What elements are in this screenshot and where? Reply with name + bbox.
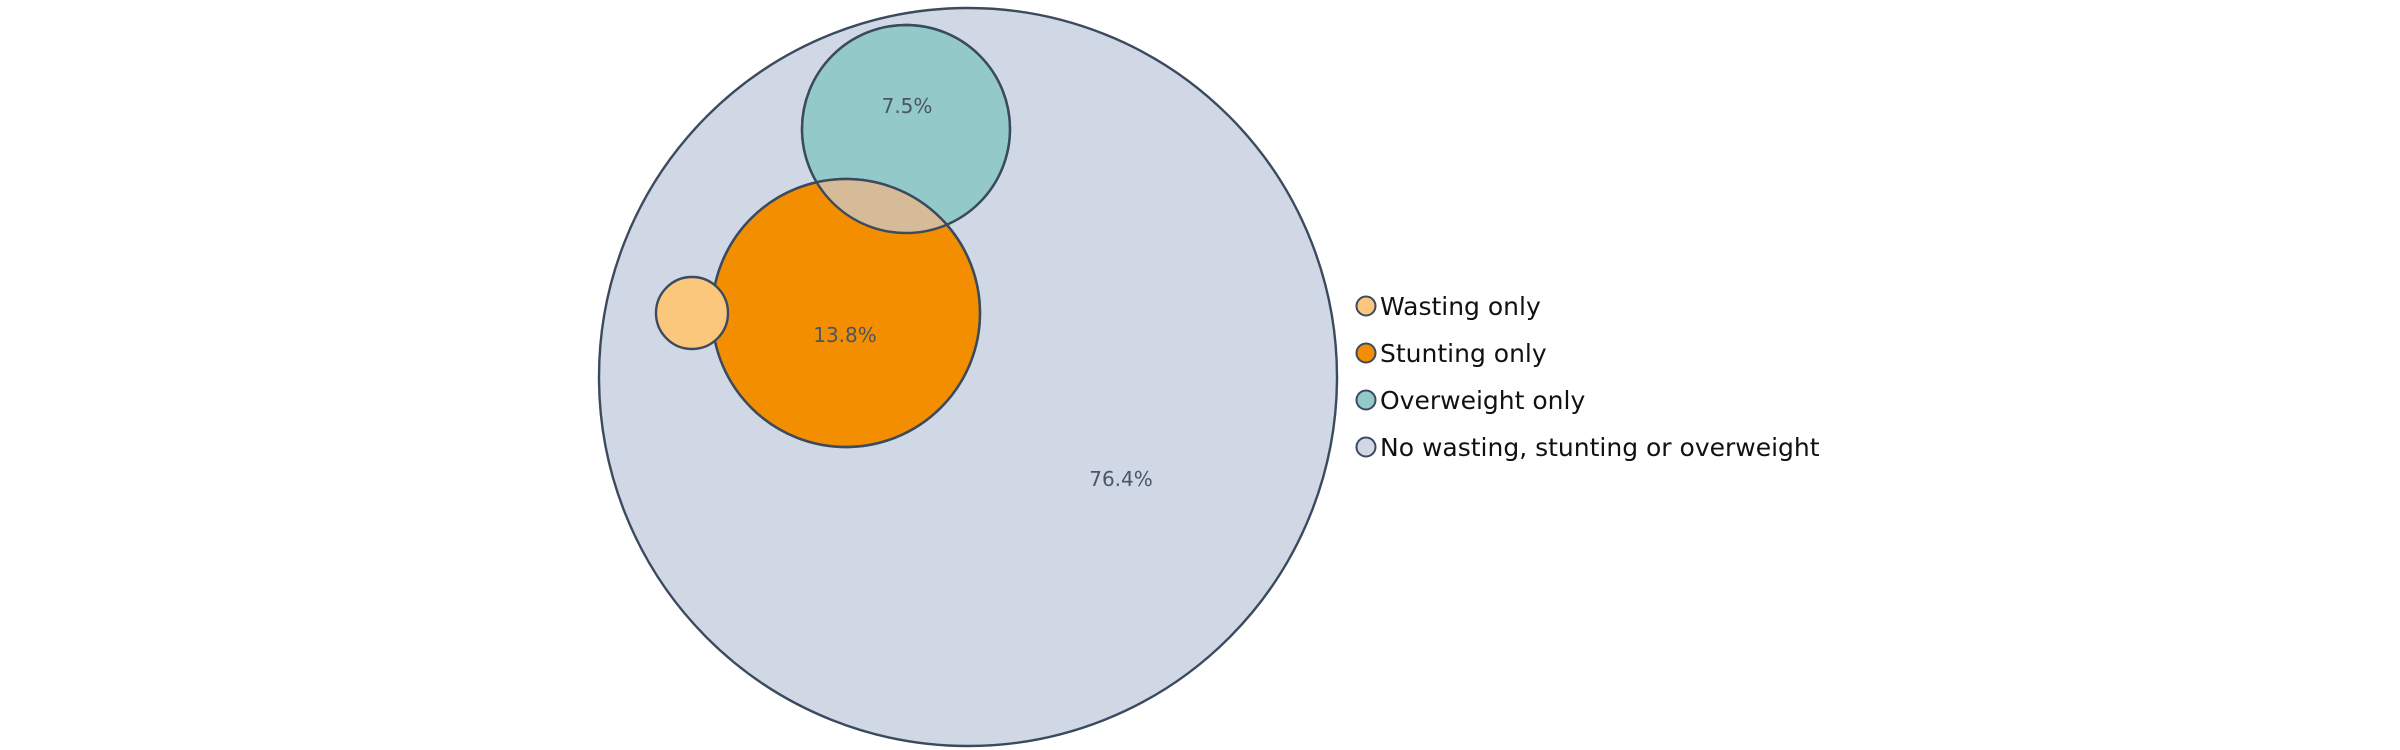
legend-swatch-overweight — [1355, 389, 1377, 411]
legend-item-overweight: Overweight only — [1355, 386, 1585, 415]
label-stunting: 13.8% — [813, 323, 877, 347]
circle-wasting — [654, 275, 730, 351]
legend-swatch-none — [1355, 436, 1377, 458]
circle-none — [597, 6, 1339, 748]
legend-swatch-stunting — [1355, 342, 1377, 364]
legend-swatch-wasting — [1355, 295, 1377, 317]
legend-label-none: No wasting, stunting or overweight — [1380, 433, 1820, 462]
legend: Wasting only Stunting only Overweight on… — [1355, 292, 1820, 462]
legend-label-wasting: Wasting only — [1380, 292, 1541, 321]
legend-label-overweight: Overweight only — [1380, 386, 1585, 415]
legend-item-wasting: Wasting only — [1355, 292, 1541, 321]
legend-label-stunting: Stunting only — [1380, 339, 1547, 368]
legend-item-none: No wasting, stunting or overweight — [1355, 433, 1820, 462]
circle-overweight-outline — [800, 23, 1012, 235]
label-overweight: 7.5% — [882, 94, 933, 118]
label-none: 76.4% — [1089, 467, 1153, 491]
legend-item-stunting: Stunting only — [1355, 339, 1547, 368]
